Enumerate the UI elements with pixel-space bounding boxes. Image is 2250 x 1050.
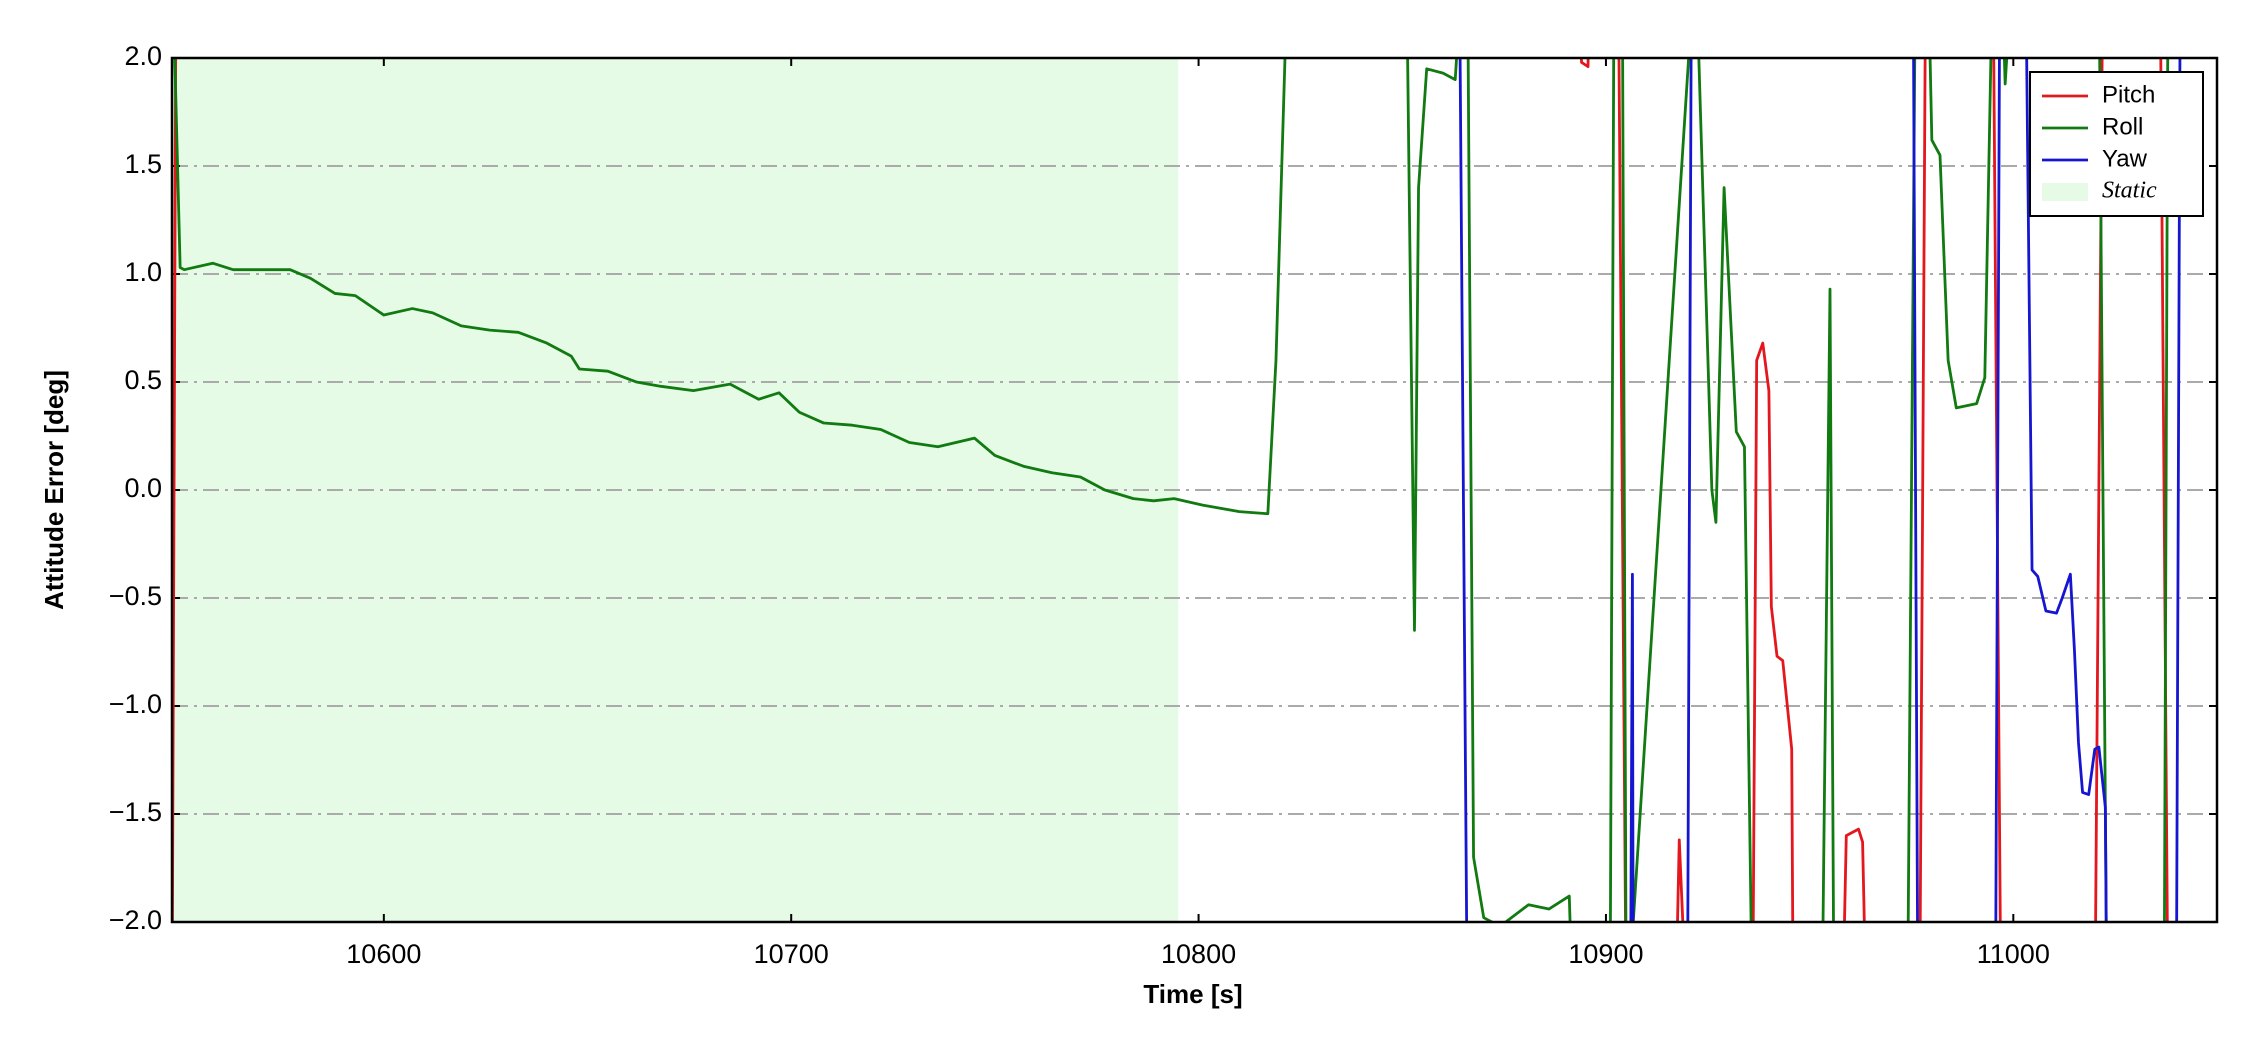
- y-tick-label: 1.5: [124, 149, 162, 179]
- y-tick-label: −0.5: [109, 581, 162, 611]
- x-axis-label: Time [s]: [1143, 979, 1242, 1009]
- legend-label: Static: [2102, 178, 2157, 204]
- x-tick-label: 11000: [1977, 939, 2050, 969]
- y-axis-label: Attitude Error [deg]: [39, 370, 69, 610]
- y-tick-label: −1.5: [109, 797, 162, 827]
- series-line: [1458, 58, 2182, 922]
- y-tick-label: −1.0: [109, 689, 162, 719]
- legend-label: Yaw: [2102, 145, 2148, 172]
- plot-frame: [170, 56, 2219, 924]
- x-tick-label: 10700: [754, 939, 829, 969]
- x-tick-label: 10800: [1161, 939, 1236, 969]
- y-tick-label: 2.0: [124, 41, 162, 71]
- series-line: [172, 58, 2169, 922]
- x-tick-label: 10600: [346, 939, 421, 969]
- y-tick-label: 0.0: [124, 473, 162, 503]
- legend-label: Pitch: [2102, 81, 2155, 108]
- legend-swatch: [2042, 183, 2088, 201]
- plot-lines: [172, 58, 2182, 922]
- y-tick-label: 0.5: [124, 365, 162, 395]
- y-tick-label: 1.0: [124, 257, 162, 287]
- y-tick-label: −2.0: [109, 905, 162, 935]
- x-tick-label: 10900: [1568, 939, 1643, 969]
- legend-label: Roll: [2102, 113, 2143, 140]
